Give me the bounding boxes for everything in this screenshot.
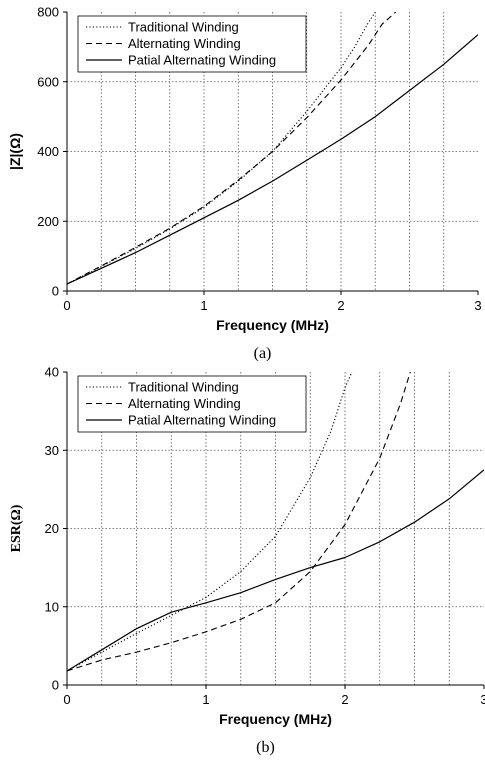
legend-entry: Traditional Winding xyxy=(128,20,239,35)
y-tick-label: 20 xyxy=(45,521,59,536)
x-tick-label: 3 xyxy=(480,692,485,707)
chart-b: 0 10 20 30 40 0 1 2 3 Frequency (MHz) ESR(Ω) (b) Tra… xyxy=(9,365,485,757)
series-line-dashed xyxy=(67,12,397,285)
x-tick-label: 2 xyxy=(341,692,348,707)
x-tick-label: 2 xyxy=(337,298,344,313)
series-line-dotted xyxy=(67,372,353,672)
x-axis-label: Frequency (MHz) xyxy=(219,711,332,727)
y-tick-label: 400 xyxy=(37,144,59,159)
legend-entry: Alternating Winding xyxy=(128,396,241,411)
x-axis-label: Frequency (MHz) xyxy=(216,317,329,333)
x-tick-label: 0 xyxy=(63,298,70,313)
series-line-solid xyxy=(67,469,484,672)
y-axis-label: |Z|(Ω) xyxy=(7,133,23,170)
series-line-solid xyxy=(67,34,478,285)
x-tick-label: 1 xyxy=(202,692,209,707)
y-tick-label: 600 xyxy=(37,74,59,89)
y-tick-label: 0 xyxy=(52,678,59,693)
legend-entry: Alternating Winding xyxy=(128,36,241,51)
legend-entry: Patial Alternating Winding xyxy=(128,413,276,428)
y-tick-label: 200 xyxy=(37,214,59,229)
legend-entry: Traditional Winding xyxy=(128,380,239,395)
y-tick-label: 30 xyxy=(45,443,59,458)
x-tick-label: 3 xyxy=(474,298,481,313)
chart-caption: (b) xyxy=(256,739,275,756)
y-tick-label: 800 xyxy=(37,5,59,20)
legend-entry: Patial Alternating Winding xyxy=(128,53,276,68)
series-line-dashed xyxy=(67,372,411,672)
y-tick-label: 10 xyxy=(45,599,59,614)
x-tick-label: 1 xyxy=(200,298,207,313)
chart-caption: (a) xyxy=(254,345,272,362)
y-tick-label: 0 xyxy=(52,284,59,299)
x-tick-label: 0 xyxy=(63,692,70,707)
y-tick-label: 40 xyxy=(45,365,59,380)
chart-a: 0 200 400 600 800 0 1 2 3 Frequency (MHz) |Z|(Ω) (a… xyxy=(7,5,482,363)
y-axis-label: ESR(Ω) xyxy=(9,504,24,552)
